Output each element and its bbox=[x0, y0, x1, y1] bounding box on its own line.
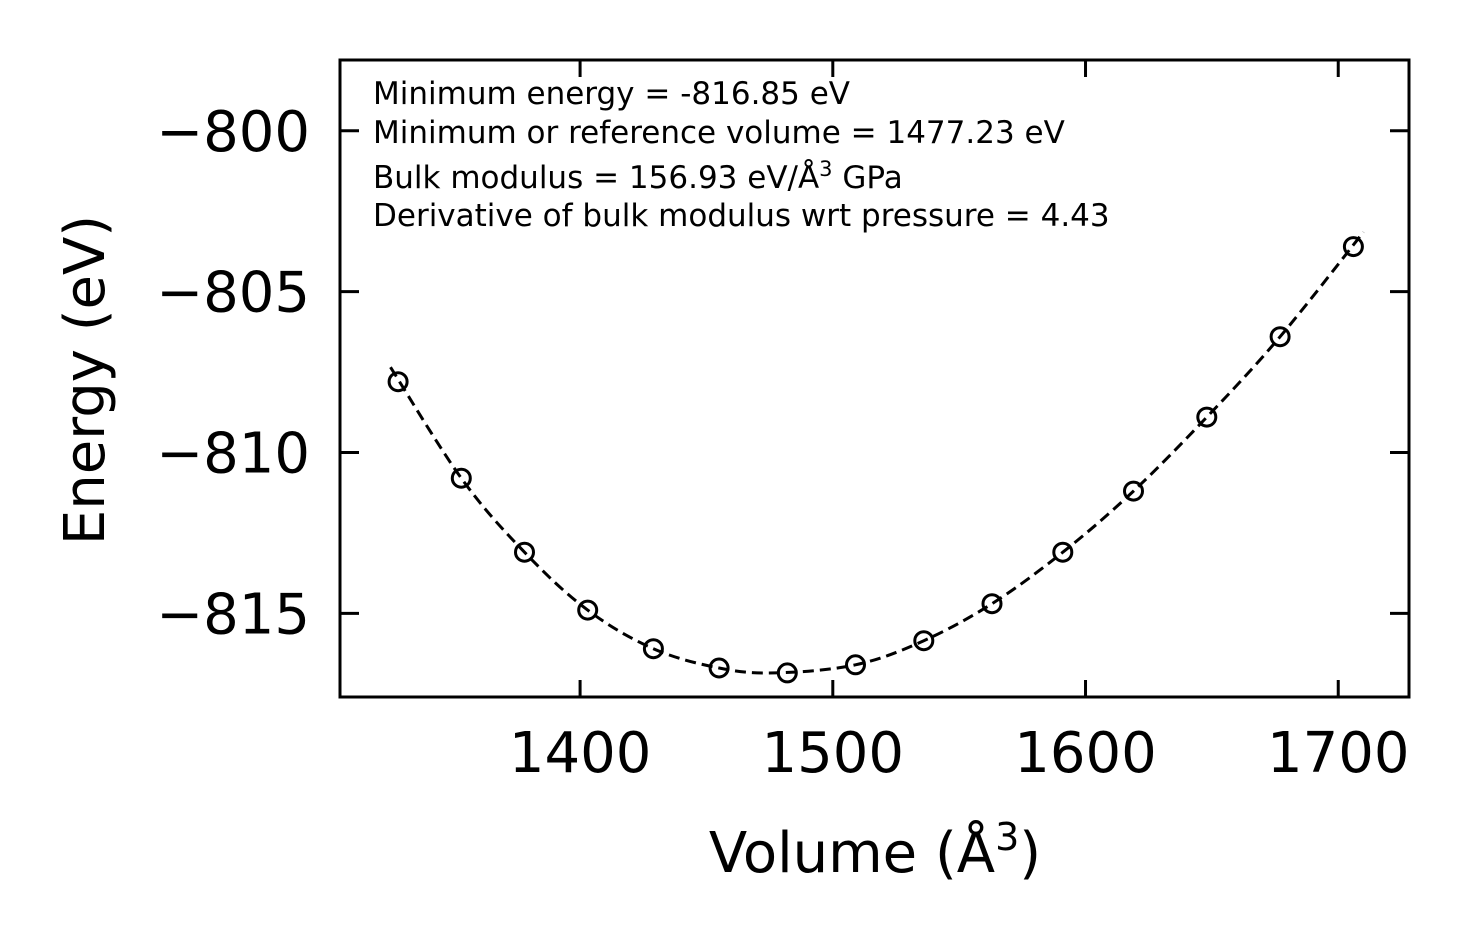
data-point bbox=[845, 654, 866, 676]
y-axis-label: Energy (eV) bbox=[53, 215, 118, 545]
data-point bbox=[776, 662, 798, 684]
x-tick-label: 1500 bbox=[762, 721, 905, 786]
data-point bbox=[514, 541, 535, 563]
x-axis-label-text: Volume (Å bbox=[709, 820, 995, 886]
annotation-ref-volume: Minimum or reference volume = 1477.23 eV bbox=[373, 115, 1065, 151]
annotation-bulk-modulus-sup: 3 bbox=[819, 157, 832, 181]
y-tick-label: −800 bbox=[156, 100, 310, 165]
plot-area bbox=[387, 231, 1365, 684]
data-point bbox=[1269, 326, 1291, 348]
data-point bbox=[1196, 406, 1218, 428]
axis-ticks: 1400 1500 1600 1700 −800 −805 −810 −815 bbox=[156, 60, 1409, 786]
annotation-bulk-modulus: Bulk modulus = 156.93 eV/Å3 GPa bbox=[373, 157, 903, 196]
data-point bbox=[708, 657, 730, 679]
annotation-derivative: Derivative of bulk modulus wrt pressure … bbox=[373, 198, 1110, 234]
data-point bbox=[981, 593, 1003, 615]
y-tick-label: −815 bbox=[156, 582, 310, 647]
annotation-min-energy: Minimum energy = -816.85 eV bbox=[373, 76, 850, 112]
x-axis-label: Volume (Å3) bbox=[709, 815, 1041, 886]
x-tick-label: 1400 bbox=[509, 721, 652, 786]
y-tick-label: −810 bbox=[156, 421, 310, 486]
annotation-bulk-modulus-suffix: GPa bbox=[833, 160, 903, 196]
x-axis-label-sup: 3 bbox=[995, 815, 1019, 859]
data-point bbox=[1052, 541, 1074, 563]
x-tick-label: 1700 bbox=[1267, 721, 1410, 786]
data-point bbox=[450, 467, 472, 489]
x-tick-label: 1600 bbox=[1014, 721, 1157, 786]
data-point bbox=[387, 371, 409, 393]
data-point bbox=[1123, 480, 1144, 502]
annotation-bulk-modulus-text: Bulk modulus = 156.93 eV/Å bbox=[373, 160, 819, 196]
data-point bbox=[642, 638, 664, 660]
plot-frame bbox=[338, 58, 1411, 699]
data-point bbox=[1342, 236, 1364, 258]
x-axis-label-close: ) bbox=[1019, 821, 1041, 886]
data-point bbox=[913, 630, 935, 652]
fit-curve bbox=[389, 231, 1365, 675]
data-point bbox=[577, 599, 599, 621]
annotation-block: Minimum energy = -816.85 eV Minimum or r… bbox=[373, 76, 1110, 234]
y-tick-label: −805 bbox=[156, 261, 310, 326]
